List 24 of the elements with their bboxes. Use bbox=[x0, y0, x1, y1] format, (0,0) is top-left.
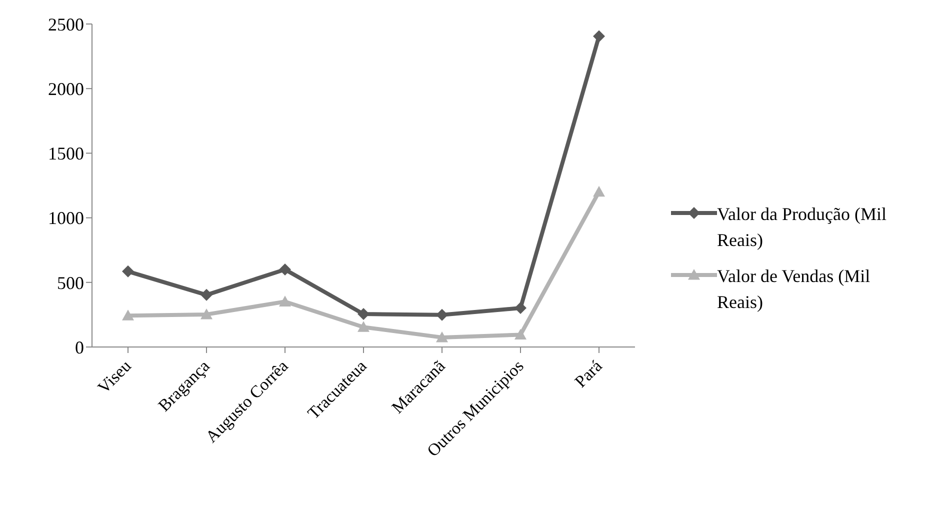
legend-label: Valor da Produção (Mil Reais) bbox=[717, 203, 888, 252]
y-tick-label: 2000 bbox=[48, 78, 84, 99]
point bbox=[358, 308, 370, 320]
y-tick-label: 500 bbox=[57, 272, 84, 293]
point bbox=[200, 308, 212, 320]
point bbox=[436, 308, 448, 321]
y-tick-label: 1000 bbox=[48, 208, 84, 228]
y-tick-label: 2500 bbox=[48, 14, 84, 34]
point bbox=[122, 310, 134, 320]
y-tick-label: 0 bbox=[75, 337, 84, 358]
point bbox=[122, 265, 134, 278]
point bbox=[279, 263, 291, 276]
x-tick-label: Viseu bbox=[94, 356, 136, 398]
point bbox=[358, 321, 370, 332]
point bbox=[593, 186, 605, 197]
point bbox=[514, 328, 526, 340]
point bbox=[436, 331, 448, 342]
point bbox=[200, 288, 212, 301]
x-tick-label: Pará bbox=[571, 356, 606, 392]
point bbox=[593, 30, 605, 42]
point bbox=[514, 302, 526, 314]
legend-label: Valor de Vendas (Mil Reais) bbox=[717, 265, 872, 314]
y-tick-label: 1500 bbox=[48, 144, 84, 164]
point bbox=[279, 296, 291, 306]
